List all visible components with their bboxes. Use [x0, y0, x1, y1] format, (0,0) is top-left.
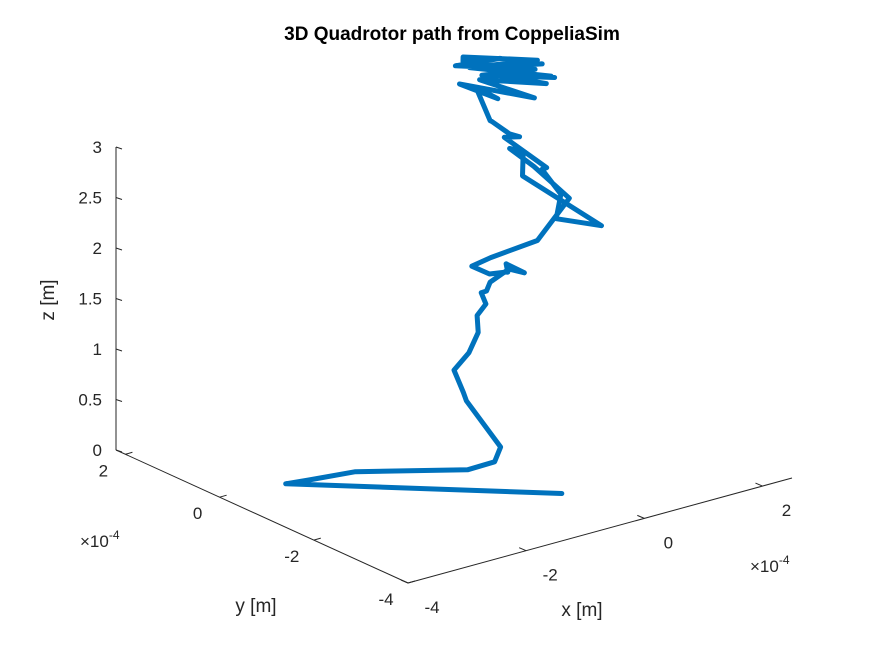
- y-tick-label: -4: [378, 590, 393, 609]
- y-tick-label: 0: [193, 504, 202, 523]
- y-tick-mark: [313, 537, 321, 541]
- x-axis-ticks: -4 -2 0 2: [400, 482, 791, 617]
- x-multiplier-exponent: -4: [779, 553, 790, 567]
- z-tick-label: 1: [93, 340, 102, 359]
- x-axis-label: x [m]: [561, 600, 602, 621]
- chart-title: 3D Quadrotor path from CoppeliaSim: [284, 24, 620, 45]
- y-tick-mark: [407, 580, 416, 584]
- z-tick-mark: [115, 298, 123, 301]
- x-tick-mark: [755, 482, 763, 487]
- plot-area: [283, 54, 604, 496]
- x-axis-line: [407, 477, 793, 584]
- y-axis-label: y [m]: [235, 596, 276, 617]
- z-tick-mark: [115, 146, 123, 150]
- z-tick-mark: [115, 197, 123, 200]
- y-tick-label: 2: [99, 461, 108, 480]
- x-axis-multiplier: ×10-4: [750, 553, 790, 576]
- trajectory-line: [283, 54, 604, 496]
- y-multiplier-base: ×10: [80, 532, 109, 551]
- x-tick-label: 2: [782, 501, 791, 520]
- z-tick-label: 3: [93, 138, 102, 157]
- y-multiplier-exponent: -4: [109, 528, 120, 542]
- z-tick-mark: [115, 348, 123, 352]
- x-multiplier-base: ×10: [750, 557, 779, 576]
- z-tick-label: 2: [93, 239, 102, 258]
- z-tick-mark: [115, 247, 123, 251]
- y-axis-ticks: -4 -2 0 2: [99, 451, 416, 609]
- y-axis-line: [115, 449, 409, 584]
- z-tick-label: 2.5: [78, 189, 102, 208]
- x-tick-mark: [518, 547, 527, 552]
- z-tick-label: 0: [93, 441, 102, 460]
- z-tick-mark: [115, 399, 123, 402]
- x-tick-mark: [400, 579, 409, 584]
- x-tick-mark: [637, 514, 645, 519]
- y-axis-multiplier: ×10-4: [80, 528, 120, 551]
- x-tick-label: -4: [424, 598, 439, 617]
- x-tick-label: -2: [543, 566, 558, 585]
- z-tick-mark: [115, 449, 123, 453]
- y-tick-mark: [125, 451, 133, 455]
- z-axis-label: z [m]: [38, 279, 59, 320]
- z-tick-label: 0.5: [78, 391, 102, 410]
- y-tick-mark: [219, 494, 227, 498]
- z-tick-label: 1.5: [78, 290, 102, 309]
- z-axis-ticks: 0 0.5 1 1.5 2 2.5 3: [78, 138, 123, 460]
- x-tick-label: 0: [664, 533, 673, 552]
- y-tick-label: -2: [284, 547, 299, 566]
